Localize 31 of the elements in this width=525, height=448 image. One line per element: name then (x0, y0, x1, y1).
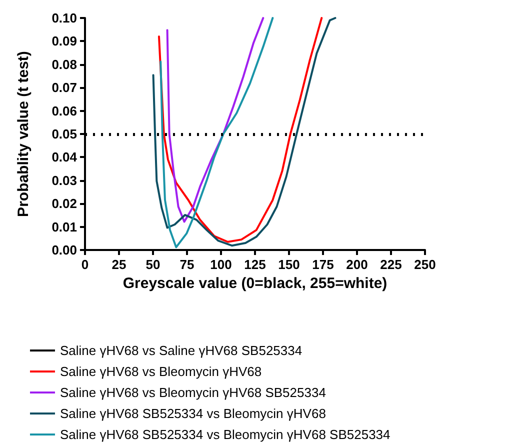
y-axis-title: Probablity value (t test) (15, 51, 32, 217)
x-tick-label: 25 (112, 257, 126, 272)
x-tick-label: 150 (278, 257, 300, 272)
y-tick-label: 0.01 (52, 219, 77, 234)
y-tick-label: 0.09 (52, 34, 77, 49)
x-tick-label: 100 (210, 257, 232, 272)
legend-label: Saline γHV68 vs Bleomycin γHV68 (60, 364, 262, 379)
x-tick-label: 50 (146, 257, 160, 272)
x-tick-label: 200 (346, 257, 368, 272)
x-tick-label: 225 (380, 257, 402, 272)
legend-label: Saline γHV68 vs Saline γHV68 SB525334 (60, 343, 302, 358)
x-tick-label: 0 (81, 257, 89, 272)
x-tick-label: 75 (180, 257, 194, 272)
y-tick-label: 0.06 (52, 103, 77, 118)
line-series (166, 17, 264, 223)
x-tick-label: 175 (312, 257, 334, 272)
x-tick-label: 125 (244, 257, 266, 272)
legend-label: Saline γHV68 SB525334 vs Bleomycin γHV68 (60, 406, 326, 421)
legend-label: Saline γHV68 vs Bleomycin γHV68 SB525334 (60, 385, 326, 400)
x-axis-title: Greyscale value (0=black, 255=white) (122, 275, 388, 292)
y-tick-label: 0.05 (52, 126, 77, 142)
legend-label: Saline γHV68 SB525334 vs Bleomycin γHV68 SB525334 (60, 427, 390, 442)
line-series (160, 17, 274, 248)
y-tick-label: 0.07 (52, 80, 77, 96)
y-tick-label: 0.02 (52, 196, 77, 212)
y-tick-label: 0.03 (52, 172, 77, 188)
x-tick-label: 250 (414, 257, 436, 272)
y-tick-label: 0.04 (52, 150, 78, 165)
y-tick-label: 0.08 (52, 56, 77, 72)
y-tick-label: 0.00 (52, 242, 77, 258)
y-tick-label: 0.10 (52, 10, 77, 26)
